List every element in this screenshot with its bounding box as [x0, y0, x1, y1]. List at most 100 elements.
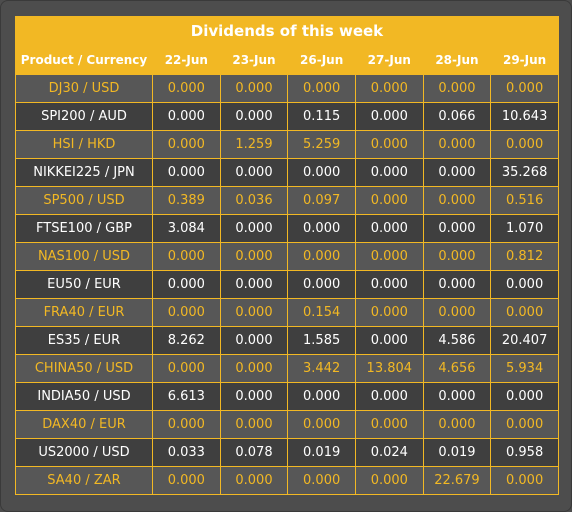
product-cell: DAX40 / EUR [15, 410, 153, 439]
dividend-value-cell: 0.000 [354, 410, 424, 439]
column-header-date: 26-Jun [287, 45, 356, 75]
dividend-value-cell: 0.019 [422, 438, 492, 467]
dividend-value-cell: 10.643 [490, 102, 559, 131]
dividend-value-cell: 0.115 [287, 102, 356, 131]
dividend-value-cell: 0.812 [490, 242, 559, 271]
dividend-value-cell: 0.000 [422, 410, 492, 439]
dividend-value-cell: 0.000 [219, 298, 289, 327]
table-row: EU50 / EUR 0.000 0.000 0.000 0.000 0.000 0.000 [15, 270, 559, 299]
table-row: US2000 / USD 0.033 0.078 0.019 0.024 0.019 0.9… [15, 438, 559, 467]
dividend-value-cell: 0.000 [354, 326, 424, 355]
dividend-value-cell: 0.000 [422, 270, 492, 299]
table-row: NIKKEI225 / JPN 0.000 0.000 0.000 0.000 0.000… [15, 158, 559, 187]
column-header-product: Product / Currency [15, 45, 153, 75]
dividend-value-cell: 0.000 [219, 382, 289, 411]
product-cell: SPI200 / AUD [15, 102, 153, 131]
dividend-value-cell: 0.000 [354, 270, 424, 299]
product-cell: INDIA50 / USD [15, 382, 153, 411]
product-cell: FTSE100 / GBP [15, 214, 153, 243]
dividend-value-cell: 8.262 [152, 326, 221, 355]
table-row: CHINA50 / USD 0.000 0.000 3.442 13.804 4.656 5… [15, 354, 559, 383]
dividend-value-cell: 5.934 [490, 354, 559, 383]
dividend-value-cell: 0.958 [490, 438, 559, 467]
table-row: INDIA50 / USD 6.613 0.000 0.000 0.000 0.000 0.… [15, 382, 559, 411]
dividend-value-cell: 0.000 [219, 410, 289, 439]
dividend-value-cell: 0.000 [354, 214, 424, 243]
dividend-value-cell: 0.036 [219, 186, 289, 215]
table-row: FRA40 / EUR 0.000 0.000 0.154 0.000 0.000 0.00… [15, 298, 559, 327]
dividend-value-cell: 0.000 [219, 102, 289, 131]
product-cell: HSI / HKD [15, 130, 153, 159]
dividend-value-cell: 0.000 [152, 354, 221, 383]
dividend-value-cell: 0.019 [287, 438, 356, 467]
dividend-value-cell: 0.033 [152, 438, 221, 467]
column-header-date: 23-Jun [219, 45, 289, 75]
column-header-date: 22-Jun [152, 45, 221, 75]
title-row: Dividends of this week [15, 16, 559, 46]
dividend-value-cell: 0.000 [422, 74, 492, 103]
dividend-value-cell: 0.516 [490, 186, 559, 215]
product-cell: SP500 / USD [15, 186, 153, 215]
table-row: DAX40 / EUR 0.000 0.000 0.000 0.000 0.000 0.00… [15, 410, 559, 439]
dividend-value-cell: 0.000 [287, 382, 356, 411]
dividend-value-cell: 0.000 [422, 158, 492, 187]
dividend-value-cell: 0.000 [354, 130, 424, 159]
product-cell: FRA40 / EUR [15, 298, 153, 327]
dividend-value-cell: 4.586 [422, 326, 492, 355]
dividend-value-cell: 0.000 [152, 158, 221, 187]
dividend-value-cell: 22.679 [422, 466, 492, 495]
dividend-value-cell: 0.000 [354, 298, 424, 327]
dividends-panel: Dividends of this week Product / Currenc… [15, 16, 559, 498]
dividend-value-cell: 0.097 [287, 186, 356, 215]
dividend-value-cell: 20.407 [490, 326, 559, 355]
dividend-value-cell: 0.000 [422, 214, 492, 243]
dividend-value-cell: 0.000 [422, 298, 492, 327]
dividend-value-cell: 0.066 [422, 102, 492, 131]
dividend-value-cell: 0.000 [152, 298, 221, 327]
dividend-value-cell: 0.154 [287, 298, 356, 327]
dividend-value-cell: 1.259 [219, 130, 289, 159]
dividend-value-cell: 0.000 [219, 158, 289, 187]
product-cell: CHINA50 / USD [15, 354, 153, 383]
dividend-value-cell: 0.000 [219, 270, 289, 299]
dividend-value-cell: 0.000 [219, 354, 289, 383]
dividend-value-cell: 6.613 [152, 382, 221, 411]
table-title: Dividends of this week [15, 16, 559, 46]
dividends-table: Dividends of this week Product / Currenc… [15, 16, 559, 495]
table-row: HSI / HKD 0.000 1.259 5.259 0.000 0.000 0.000 [15, 130, 559, 159]
dividend-value-cell: 0.000 [422, 130, 492, 159]
dividend-value-cell: 0.000 [219, 242, 289, 271]
dividend-value-cell: 13.804 [354, 354, 424, 383]
product-cell: ES35 / EUR [15, 326, 153, 355]
dividend-value-cell: 0.000 [152, 102, 221, 131]
dividend-value-cell: 0.389 [152, 186, 221, 215]
dividend-value-cell: 0.000 [152, 130, 221, 159]
dividend-value-cell: 0.000 [490, 298, 559, 327]
dividend-value-cell: 0.000 [422, 382, 492, 411]
column-header-date: 29-Jun [490, 45, 559, 75]
table-row: SP500 / USD 0.389 0.036 0.097 0.000 0.000 0.51… [15, 186, 559, 215]
dividend-value-cell: 0.000 [152, 74, 221, 103]
dividend-value-cell: 0.000 [287, 158, 356, 187]
dividend-value-cell: 0.000 [354, 102, 424, 131]
dividend-value-cell: 0.000 [354, 466, 424, 495]
dividend-value-cell: 0.000 [219, 326, 289, 355]
dividend-value-cell: 1.070 [490, 214, 559, 243]
dividend-value-cell: 0.000 [490, 410, 559, 439]
dividend-value-cell: 0.000 [219, 466, 289, 495]
column-header-date: 27-Jun [354, 45, 424, 75]
product-cell: EU50 / EUR [15, 270, 153, 299]
dividend-value-cell: 0.000 [287, 242, 356, 271]
dividend-value-cell: 0.000 [490, 466, 559, 495]
dividend-value-cell: 0.024 [354, 438, 424, 467]
dividend-value-cell: 0.000 [422, 186, 492, 215]
table-row: ES35 / EUR 8.262 0.000 1.585 0.000 4.586 20.40… [15, 326, 559, 355]
product-cell: US2000 / USD [15, 438, 153, 467]
dividend-value-cell: 0.000 [152, 270, 221, 299]
table-row: SA40 / ZAR 0.000 0.000 0.000 0.000 22.679 0.00… [15, 466, 559, 495]
header-row: Product / Currency 22-Jun 23-Jun 26-Jun 27-J… [15, 45, 559, 75]
table-row: NAS100 / USD 0.000 0.000 0.000 0.000 0.000 0.8… [15, 242, 559, 271]
dividend-value-cell: 0.000 [219, 214, 289, 243]
dividend-value-cell: 0.000 [490, 382, 559, 411]
